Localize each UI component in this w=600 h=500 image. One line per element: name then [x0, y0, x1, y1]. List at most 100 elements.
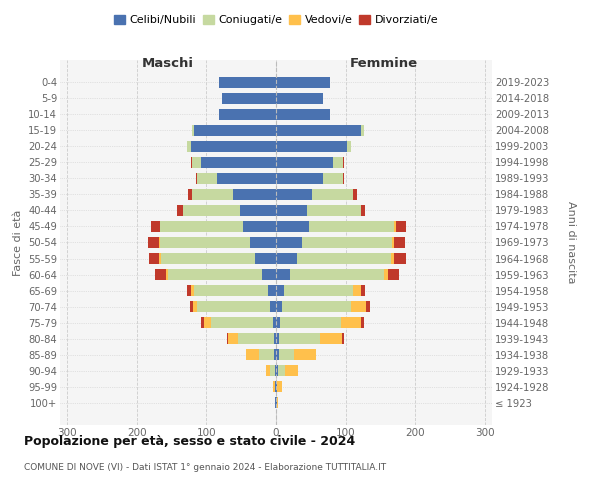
- Bar: [276, 156, 333, 168]
- Bar: [361, 204, 365, 216]
- Bar: [201, 156, 276, 168]
- Bar: [159, 236, 160, 248]
- Bar: [278, 365, 285, 376]
- Bar: [396, 220, 406, 232]
- Bar: [353, 188, 357, 200]
- Bar: [227, 333, 228, 344]
- Bar: [196, 172, 197, 184]
- Bar: [284, 285, 353, 296]
- Bar: [259, 349, 274, 360]
- Bar: [223, 92, 276, 104]
- Bar: [280, 333, 320, 344]
- Bar: [342, 333, 344, 344]
- Bar: [275, 365, 276, 376]
- Bar: [276, 172, 323, 184]
- Bar: [193, 156, 201, 168]
- Y-axis label: Fasce di età: Fasce di età: [13, 210, 23, 276]
- Bar: [276, 76, 329, 88]
- Bar: [188, 188, 193, 200]
- Bar: [394, 252, 406, 264]
- Bar: [276, 285, 284, 296]
- Bar: [148, 236, 159, 248]
- Legend: Celibi/Nubili, Coniugati/e, Vedovi/e, Divorziati/e: Celibi/Nubili, Coniugati/e, Vedovi/e, Di…: [109, 10, 443, 30]
- Bar: [160, 236, 250, 248]
- Bar: [276, 140, 347, 152]
- Bar: [276, 317, 280, 328]
- Bar: [394, 220, 396, 232]
- Bar: [276, 220, 310, 232]
- Bar: [276, 236, 302, 248]
- Bar: [276, 365, 278, 376]
- Bar: [388, 269, 400, 280]
- Bar: [276, 252, 297, 264]
- Bar: [151, 220, 160, 232]
- Bar: [394, 236, 405, 248]
- Bar: [276, 124, 361, 136]
- Bar: [361, 317, 364, 328]
- Bar: [276, 269, 290, 280]
- Bar: [274, 333, 276, 344]
- Bar: [193, 188, 233, 200]
- Bar: [191, 156, 193, 168]
- Y-axis label: Anni di nascita: Anni di nascita: [566, 201, 576, 284]
- Bar: [273, 381, 275, 392]
- Bar: [391, 252, 394, 264]
- Bar: [276, 301, 282, 312]
- Bar: [160, 220, 242, 232]
- Bar: [282, 301, 350, 312]
- Bar: [275, 397, 276, 408]
- Bar: [312, 188, 353, 200]
- Bar: [228, 333, 238, 344]
- Bar: [276, 397, 277, 408]
- Bar: [341, 317, 361, 328]
- Text: Maschi: Maschi: [142, 56, 194, 70]
- Bar: [219, 108, 276, 120]
- Bar: [361, 285, 365, 296]
- Bar: [271, 301, 276, 312]
- Bar: [343, 172, 344, 184]
- Bar: [274, 349, 276, 360]
- Bar: [276, 333, 280, 344]
- Text: Popolazione per età, sesso e stato civile - 2024: Popolazione per età, sesso e stato civil…: [24, 435, 355, 448]
- Bar: [149, 252, 159, 264]
- Bar: [323, 172, 343, 184]
- Bar: [191, 285, 194, 296]
- Bar: [177, 204, 182, 216]
- Bar: [255, 252, 276, 264]
- Bar: [361, 124, 364, 136]
- Bar: [272, 317, 276, 328]
- Bar: [392, 236, 394, 248]
- Bar: [347, 140, 351, 152]
- Bar: [187, 140, 191, 152]
- Bar: [297, 252, 391, 264]
- Bar: [166, 269, 168, 280]
- Bar: [276, 381, 277, 392]
- Bar: [276, 92, 323, 104]
- Bar: [302, 236, 392, 248]
- Bar: [384, 269, 388, 280]
- Bar: [343, 156, 344, 168]
- Bar: [268, 285, 276, 296]
- Bar: [266, 365, 271, 376]
- Bar: [307, 204, 361, 216]
- Bar: [182, 204, 240, 216]
- Bar: [310, 220, 394, 232]
- Bar: [155, 269, 166, 280]
- Bar: [276, 108, 329, 120]
- Bar: [250, 236, 276, 248]
- Bar: [276, 349, 279, 360]
- Bar: [366, 301, 370, 312]
- Bar: [290, 269, 384, 280]
- Bar: [276, 204, 307, 216]
- Bar: [194, 285, 268, 296]
- Bar: [187, 285, 191, 296]
- Bar: [353, 285, 361, 296]
- Bar: [276, 188, 312, 200]
- Bar: [191, 124, 194, 136]
- Bar: [193, 301, 197, 312]
- Bar: [350, 301, 366, 312]
- Bar: [159, 252, 161, 264]
- Bar: [194, 124, 276, 136]
- Bar: [197, 172, 217, 184]
- Bar: [320, 333, 342, 344]
